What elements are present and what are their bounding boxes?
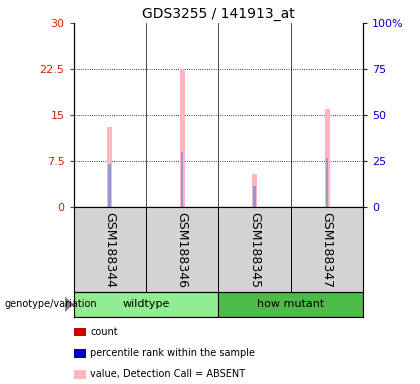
Text: count: count bbox=[90, 327, 118, 337]
Text: how mutant: how mutant bbox=[257, 299, 325, 310]
Text: value, Detection Call = ABSENT: value, Detection Call = ABSENT bbox=[90, 369, 245, 379]
Text: GSM188347: GSM188347 bbox=[320, 212, 333, 288]
Bar bbox=[108, 164, 111, 207]
Polygon shape bbox=[65, 298, 73, 311]
Text: GSM188345: GSM188345 bbox=[248, 212, 261, 288]
Bar bbox=[107, 127, 112, 207]
Bar bbox=[180, 69, 185, 207]
Text: genotype/variation: genotype/variation bbox=[4, 299, 97, 310]
FancyBboxPatch shape bbox=[218, 292, 363, 317]
Title: GDS3255 / 141913_at: GDS3255 / 141913_at bbox=[142, 7, 295, 21]
Bar bbox=[326, 158, 328, 207]
Bar bbox=[253, 186, 256, 207]
Text: percentile rank within the sample: percentile rank within the sample bbox=[90, 348, 255, 358]
Text: GSM188346: GSM188346 bbox=[176, 212, 189, 288]
FancyBboxPatch shape bbox=[74, 292, 218, 317]
Text: wildtype: wildtype bbox=[122, 299, 170, 310]
Bar bbox=[325, 109, 330, 207]
Text: GSM188344: GSM188344 bbox=[103, 212, 116, 288]
Bar bbox=[252, 174, 257, 207]
Bar bbox=[181, 152, 184, 207]
